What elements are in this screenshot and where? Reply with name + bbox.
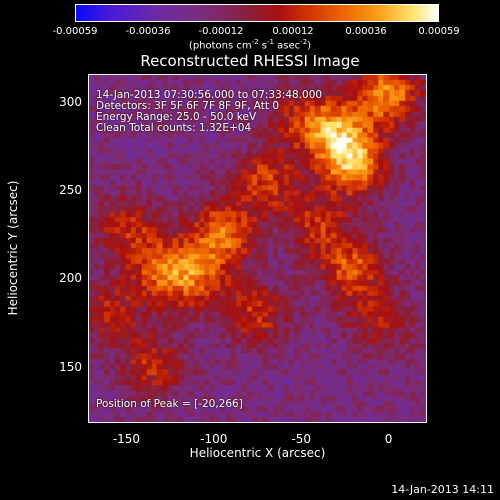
colorbar [75,4,439,22]
annotation-peak-position: Position of Peak = [-20,266] [96,398,243,410]
y-tick-label: 300 [59,95,82,110]
annotation-energy-range: Energy Range: 25.0 - 50.0 keV [96,111,257,123]
x-tick-label: -50 [291,432,311,446]
colorbar-tick: 0.00012 [272,26,314,37]
x-axis-label: Heliocentric X (arcsec) [189,446,326,460]
x-tick-label: -150 [112,432,141,446]
x-tick-label: 0 [384,432,393,446]
y-axis-label: Heliocentric Y (arcsec) [6,180,20,316]
y-tick-label: 150 [59,359,82,374]
chart-title: Reconstructed RHESSI Image [140,52,360,70]
x-tick-label: -100 [200,432,228,446]
colorbar-tick: -0.00036 [125,26,171,37]
colorbar-tick: -0.00012 [198,26,244,37]
y-tick-label: 200 [59,271,82,286]
annotation-time-range: 14-Jan-2013 07:30:56.000 to 07:33:48.000 [96,89,323,101]
timestamp: 14-Jan-2013 14:11 [391,483,494,496]
annotation-total-counts: Clean Total counts: 1.32E+04 [96,122,252,134]
plot-area: 14-Jan-2013 07:30:56.000 to 07:33:48.000… [88,74,427,423]
y-tick-label: 250 [59,183,82,198]
colorbar-tick: 0.00059 [418,26,460,37]
colorbar-tick: -0.00059 [52,26,98,37]
colorbar-units: (photons cm-2 s-1 asec-2) [188,38,312,52]
heatmap-image [89,75,426,422]
annotation-detectors: Detectors: 3F 5F 6F 7F 8F 9F, Att 0 [96,100,280,112]
colorbar-tick: 0.00036 [345,26,387,37]
